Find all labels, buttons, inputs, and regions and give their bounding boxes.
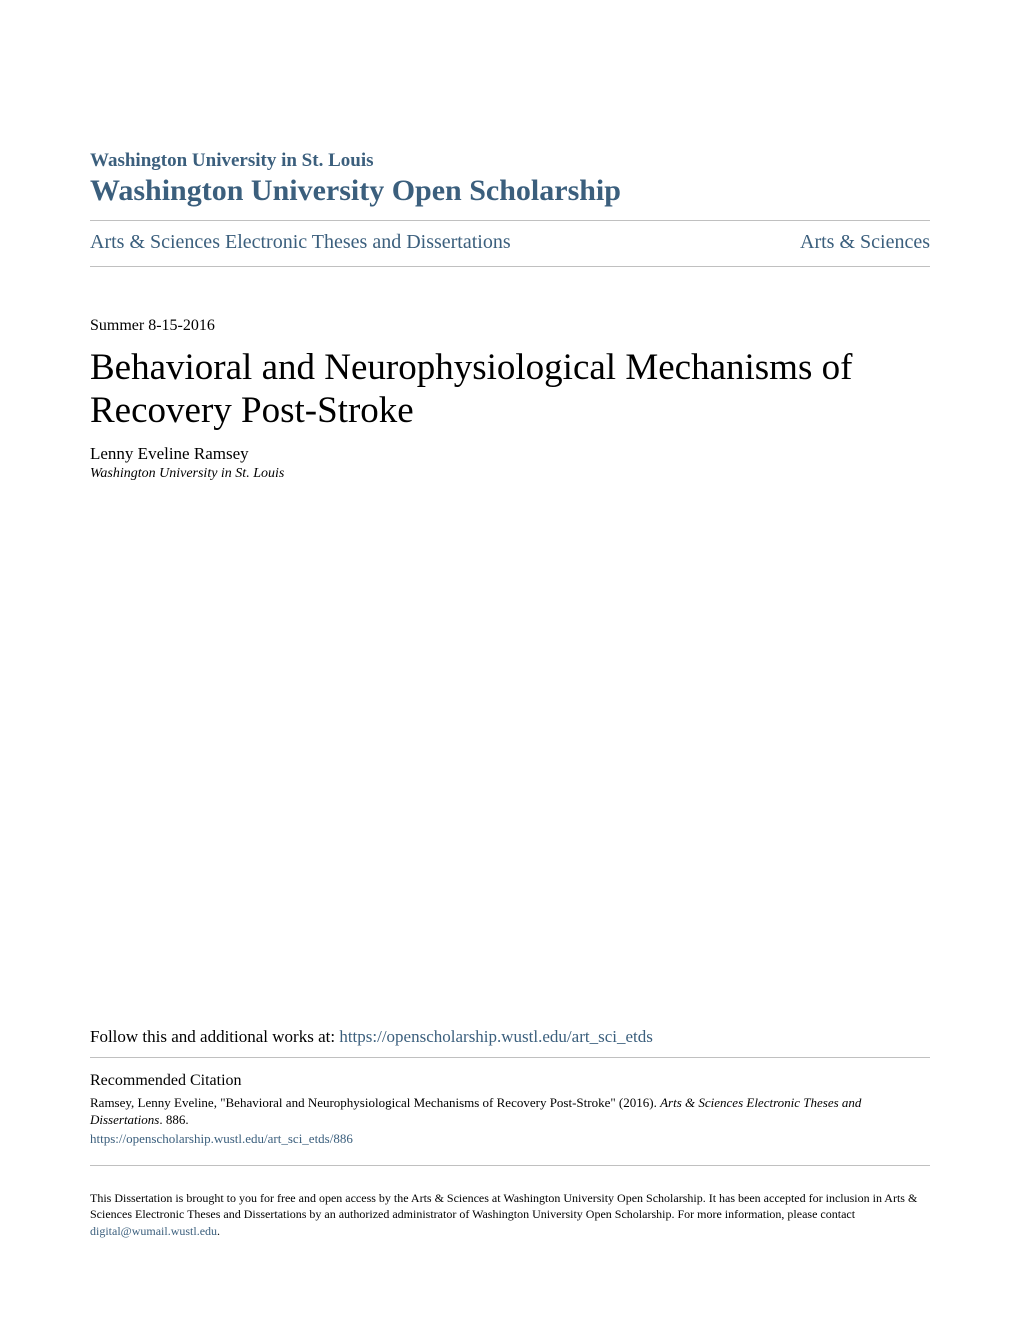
publication-date: Summer 8-15-2016 — [90, 317, 930, 335]
footer-text: This Dissertation is brought to you for … — [90, 1190, 930, 1240]
citation-header: Recommended Citation — [90, 1072, 930, 1090]
repository-name[interactable]: Washington University Open Scholarship — [90, 174, 930, 208]
divider-top — [90, 220, 930, 221]
follow-prefix: Follow this and additional works at: — [90, 1027, 339, 1046]
nav-link-collection[interactable]: Arts & Sciences Electronic Theses and Di… — [90, 231, 511, 254]
follow-section: Follow this and additional works at: htt… — [90, 1027, 930, 1047]
footer-email[interactable]: digital@wumail.wustl.edu — [90, 1224, 217, 1238]
spacer — [90, 482, 930, 1026]
author-affiliation: Washington University in St. Louis — [90, 466, 930, 482]
citation-body: Ramsey, Lenny Eveline, "Behavioral and N… — [90, 1094, 930, 1129]
divider-citation — [90, 1165, 930, 1166]
institution-name: Washington University in St. Louis — [90, 150, 930, 172]
follow-url[interactable]: https://openscholarship.wustl.edu/art_sc… — [339, 1027, 653, 1046]
divider-follow — [90, 1057, 930, 1058]
citation-url[interactable]: https://openscholarship.wustl.edu/art_sc… — [90, 1131, 930, 1147]
footer-period: . — [217, 1224, 220, 1238]
document-title: Behavioral and Neurophysiological Mechan… — [90, 347, 930, 432]
footer-body: This Dissertation is brought to you for … — [90, 1191, 917, 1222]
divider-nav — [90, 266, 930, 267]
author-name: Lenny Eveline Ramsey — [90, 444, 930, 464]
citation-text-1: Ramsey, Lenny Eveline, "Behavioral and N… — [90, 1095, 660, 1110]
nav-row: Arts & Sciences Electronic Theses and Di… — [90, 231, 930, 254]
nav-link-department[interactable]: Arts & Sciences — [800, 231, 930, 254]
citation-text-2: . 886. — [159, 1112, 188, 1127]
